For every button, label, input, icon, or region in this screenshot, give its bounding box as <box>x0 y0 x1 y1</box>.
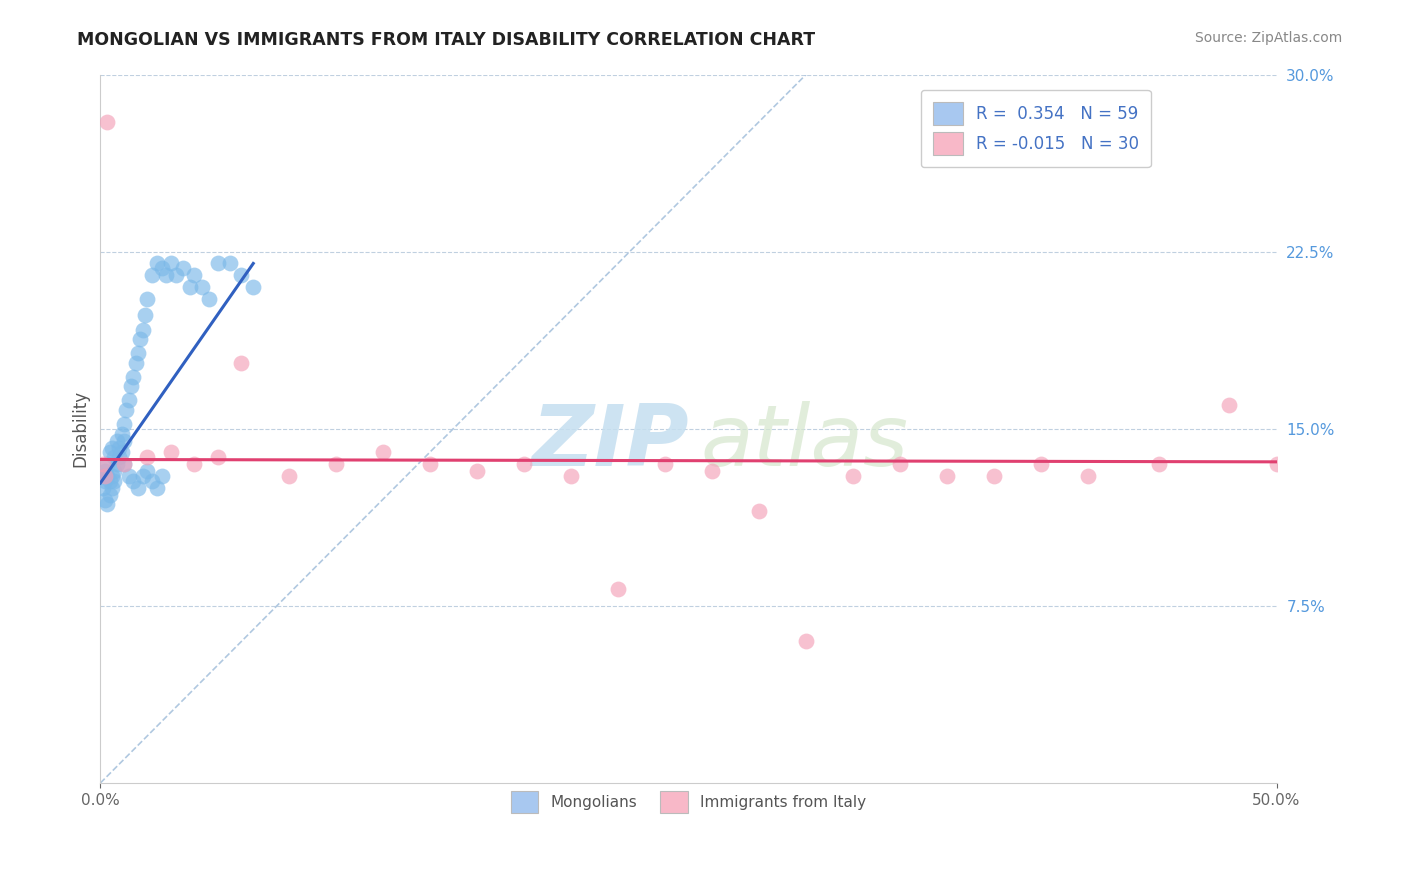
Point <box>98 488 121 502</box>
Point <box>1077 469 1099 483</box>
Point <box>103 474 125 488</box>
Point <box>122 369 145 384</box>
Point <box>1265 457 1288 471</box>
Point <box>101 469 124 483</box>
Point <box>150 469 173 483</box>
Point <box>91 457 114 471</box>
Point <box>936 469 959 483</box>
Point <box>136 292 159 306</box>
Point <box>120 379 142 393</box>
Text: ZIP: ZIP <box>531 401 689 484</box>
Point <box>94 492 117 507</box>
Point <box>115 403 138 417</box>
Point <box>748 504 770 518</box>
Point <box>146 256 169 270</box>
Point <box>131 322 153 336</box>
Point <box>91 469 114 483</box>
Text: MONGOLIAN VS IMMIGRANTS FROM ITALY DISABILITY CORRELATION CHART: MONGOLIAN VS IMMIGRANTS FROM ITALY DISAB… <box>77 31 815 49</box>
Point <box>131 469 153 483</box>
Point <box>103 464 125 478</box>
Point <box>155 268 177 283</box>
Point <box>94 469 117 483</box>
Point <box>218 256 240 270</box>
Point <box>654 457 676 471</box>
Point <box>110 426 132 441</box>
Point <box>560 469 582 483</box>
Point <box>1031 457 1053 471</box>
Point <box>117 469 139 483</box>
Point <box>165 268 187 283</box>
Point <box>842 469 865 483</box>
Point <box>150 261 173 276</box>
Point <box>98 445 121 459</box>
Point <box>105 434 128 448</box>
Point <box>96 469 118 483</box>
Point <box>371 445 394 459</box>
Point <box>889 457 911 471</box>
Point <box>183 268 205 283</box>
Point <box>277 469 299 483</box>
Point <box>183 457 205 471</box>
Legend: Mongolians, Immigrants from Italy: Mongolians, Immigrants from Italy <box>499 779 879 825</box>
Point <box>1147 457 1170 471</box>
Point <box>96 497 118 511</box>
Point <box>105 457 128 471</box>
Point <box>242 280 264 294</box>
Point <box>160 445 183 459</box>
Point <box>96 457 118 471</box>
Point <box>112 457 135 471</box>
Point <box>94 474 117 488</box>
Point <box>103 450 125 464</box>
Point <box>325 457 347 471</box>
Point <box>101 441 124 455</box>
Point <box>207 450 229 464</box>
Point <box>127 481 149 495</box>
Point <box>112 417 135 431</box>
Text: Source: ZipAtlas.com: Source: ZipAtlas.com <box>1195 31 1343 45</box>
Point <box>160 256 183 270</box>
Point <box>465 464 488 478</box>
Point <box>112 457 135 471</box>
Point <box>124 356 146 370</box>
Point <box>197 292 219 306</box>
Point <box>231 356 253 370</box>
Point <box>794 634 817 648</box>
Point <box>96 114 118 128</box>
Point <box>117 393 139 408</box>
Point <box>129 332 152 346</box>
Point <box>513 457 536 471</box>
Point <box>700 464 723 478</box>
Point <box>231 268 253 283</box>
Point <box>136 450 159 464</box>
Point <box>606 582 628 597</box>
Point <box>136 464 159 478</box>
Point <box>1218 398 1240 412</box>
Point <box>108 441 131 455</box>
Point <box>91 481 114 495</box>
Point <box>127 346 149 360</box>
Y-axis label: Disability: Disability <box>72 390 89 467</box>
Point <box>110 445 132 459</box>
Point <box>94 464 117 478</box>
Point <box>146 481 169 495</box>
Point <box>122 474 145 488</box>
Text: atlas: atlas <box>700 401 908 484</box>
Point <box>108 450 131 464</box>
Point <box>141 474 163 488</box>
Point <box>419 457 441 471</box>
Point <box>207 256 229 270</box>
Point <box>98 474 121 488</box>
Point <box>134 309 156 323</box>
Point <box>179 280 201 294</box>
Point <box>141 268 163 283</box>
Point <box>983 469 1005 483</box>
Point <box>101 481 124 495</box>
Point <box>172 261 194 276</box>
Point <box>190 280 212 294</box>
Point <box>112 434 135 448</box>
